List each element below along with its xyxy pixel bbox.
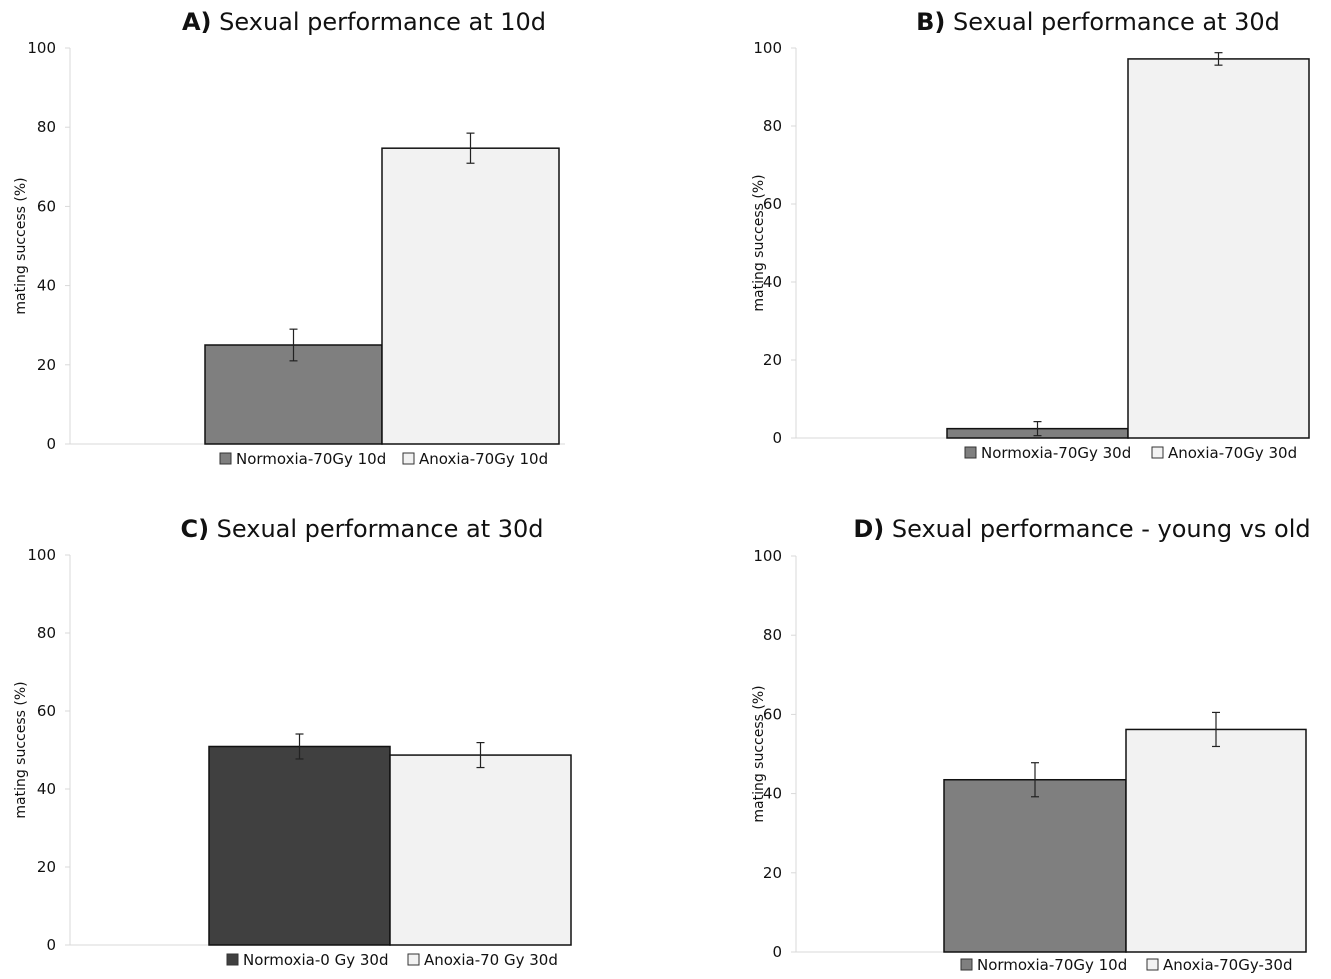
bar-2: [381, 147, 560, 445]
legend-label-2: Anoxia-70Gy-30d: [1163, 956, 1292, 974]
y-axis-label: mating success (%): [751, 685, 767, 822]
y-tick-label: 80: [37, 624, 56, 642]
bar-2: [1127, 58, 1310, 439]
chart-title-text: Sexual performance at 30d: [945, 8, 1279, 36]
y-tick-label: 80: [37, 118, 56, 136]
y-tick-label: 0: [46, 435, 56, 453]
legend-swatch-1: [226, 953, 239, 966]
chart-1: A) Sexual performance at 10d 0 20 40 60 80 100…: [13, 8, 565, 468]
y-tick-label: 100: [753, 39, 782, 57]
legend-label-1: Normoxia-70Gy 10d: [236, 450, 386, 468]
y-tick-label: 20: [763, 864, 782, 882]
legend-swatch-1: [219, 452, 232, 465]
y-tick-label: 80: [763, 626, 782, 644]
bar-1: [204, 344, 383, 445]
legend-label-1: Normoxia-70Gy 30d: [981, 444, 1131, 462]
y-tick-label: 100: [27, 546, 56, 564]
y-axis-label: mating success (%): [13, 681, 29, 818]
y-tick-label: 60: [37, 197, 56, 215]
legend-swatch-2: [1146, 958, 1159, 971]
bar-1: [943, 778, 1127, 953]
y-tick-label: 60: [763, 195, 782, 213]
y-tick-label: 40: [37, 277, 56, 295]
legend-swatch-2: [1151, 446, 1164, 459]
y-tick-label: 20: [763, 351, 782, 369]
y-tick-label: 20: [37, 356, 56, 374]
chart-title-letter: B): [916, 8, 945, 36]
chart-2: B) Sexual performance at 30d 0 20 40 60 80 100…: [751, 8, 1310, 462]
bar-2: [389, 754, 572, 946]
y-axis-label: mating success (%): [751, 174, 767, 311]
y-tick-label: 40: [763, 273, 782, 291]
legend-swatch-2: [402, 452, 415, 465]
chart-title: A) Sexual performance at 10d: [182, 8, 546, 36]
legend-swatch-1: [960, 958, 973, 971]
legend-swatch-1: [964, 446, 977, 459]
legend-label-1: Normoxia-0 Gy 30d: [243, 951, 388, 969]
chart-title-text: Sexual performance - young vs old: [884, 515, 1310, 543]
bar-2: [1125, 728, 1307, 953]
y-tick-label: 100: [27, 39, 56, 57]
chart-title-letter: C): [180, 515, 209, 543]
y-tick-label: 100: [753, 547, 782, 565]
legend-label-2: Anoxia-70Gy 30d: [1168, 444, 1297, 462]
y-tick-label: 20: [37, 858, 56, 876]
chart-title: C) Sexual performance at 30d: [180, 515, 543, 543]
legend-swatch-2: [407, 953, 420, 966]
chart-4: D) Sexual performance - young vs old 0 20 4…: [751, 515, 1311, 974]
y-tick-label: 40: [763, 785, 782, 803]
chart-title-text: Sexual performance at 30d: [209, 515, 543, 543]
chart-title-letter: D): [853, 515, 884, 543]
chart-title: D) Sexual performance - young vs old: [853, 515, 1310, 543]
chart-title-text: Sexual performance at 10d: [212, 8, 546, 36]
chart-3: C) Sexual performance at 30d 0 20 40 60 80 100…: [13, 515, 572, 969]
bar-1: [208, 745, 391, 946]
legend-label-2: Anoxia-70 Gy 30d: [424, 951, 558, 969]
y-tick-label: 0: [46, 936, 56, 954]
y-axis-label: mating success (%): [13, 177, 29, 314]
y-tick-label: 0: [772, 943, 782, 961]
y-tick-label: 40: [37, 780, 56, 798]
y-tick-label: 60: [763, 705, 782, 723]
chart-title: B) Sexual performance at 30d: [916, 8, 1280, 36]
legend-label-1: Normoxia-70Gy 10d: [977, 956, 1127, 974]
y-tick-label: 80: [763, 117, 782, 135]
y-tick-label: 0: [772, 429, 782, 447]
legend-label-2: Anoxia-70Gy 10d: [419, 450, 548, 468]
y-tick-label: 60: [37, 702, 56, 720]
chart-title-letter: A): [182, 8, 212, 36]
